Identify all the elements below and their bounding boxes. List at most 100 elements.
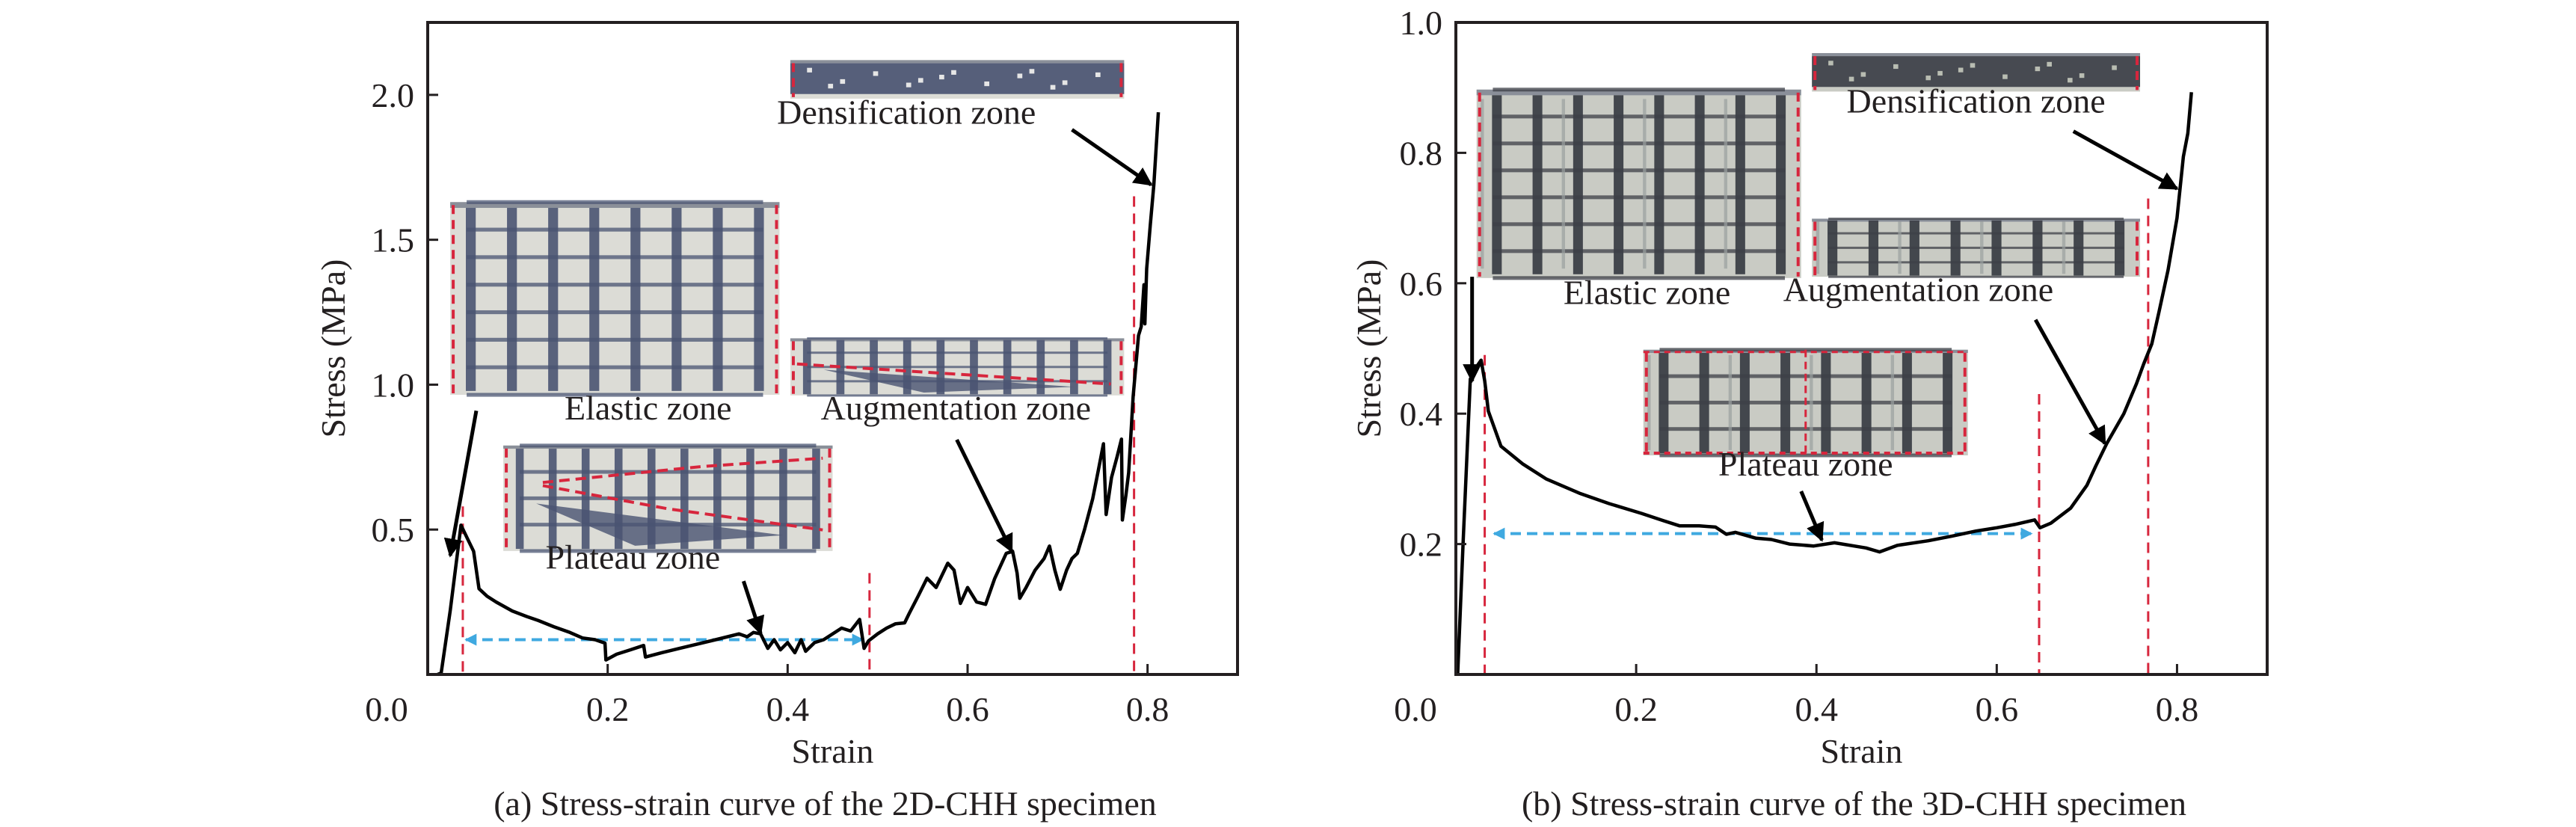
x-tick-label: 0.0 <box>1394 690 1437 728</box>
densification-zone-photo-gap <box>939 74 944 80</box>
y-tick-label: 0.8 <box>1400 134 1443 172</box>
panel-b-y-axis-label: Stress (MPa) <box>1350 259 1388 438</box>
elastic-zone-photo-column <box>507 208 517 391</box>
elastic-zone-photo-rib <box>467 283 763 287</box>
y-tick-label: 1.5 <box>372 221 415 259</box>
augmentation-zone-photo-collapsed-band <box>823 369 1075 393</box>
densification-zone-arrow <box>1071 128 1153 187</box>
elastic-zone-photo-rib <box>467 365 763 369</box>
x-tick-label: 0.8 <box>2156 690 2199 728</box>
plateau-zone-photo <box>1643 348 1968 458</box>
elastic-zone-photo-post <box>1481 99 1484 269</box>
plateau-zone-label: Plateau zone <box>545 538 720 577</box>
augmentation-zone-label: Augmentation zone <box>821 389 1092 427</box>
plateau-zone-photo-rib <box>520 549 817 553</box>
panel-b-x-axis-label: Strain <box>1821 732 1903 770</box>
elastic-zone-photo-rib <box>1493 87 1786 92</box>
densification-zone-photo-gap <box>1925 76 1931 81</box>
densification-zone-photo-gap <box>1860 72 1866 77</box>
densification-zone-photo-gap <box>1828 61 1833 66</box>
elastic-zone-photo-column <box>548 208 559 391</box>
panel-a-plot-area <box>437 111 1161 677</box>
augmentation-zone-photo-post <box>1816 221 1820 274</box>
augmentation-zone-photo-top-plate <box>1812 218 2141 222</box>
plateau-zone-photo-shear-band-lower <box>542 484 823 532</box>
elastic-zone-photo-column <box>1654 95 1664 274</box>
x-tick-label: 0.4 <box>766 690 810 728</box>
elastic-zone-photo-column <box>713 208 723 391</box>
augmentation-zone-photo-rib <box>1828 218 2124 221</box>
augmentation-zone-photo-post <box>1898 221 1902 274</box>
augmentation-zone-photo-rib <box>1828 261 2124 264</box>
y-tick-label: 0.2 <box>1400 526 1443 564</box>
panel-b-annotations: Elastic zone Plateau zone Augmentation zon… <box>1463 82 2179 542</box>
elastic-zone-photo <box>1476 87 1801 280</box>
densification-zone-photo-gap <box>1062 80 1068 85</box>
elastic-zone-photo-column <box>466 208 476 391</box>
augmentation-zone-photo-rib <box>807 394 1108 397</box>
x-tick-label: 0.4 <box>1795 690 1838 728</box>
augmentation-zone-arrow <box>955 438 1014 553</box>
elastic-zone-photo-rib <box>1493 195 1786 200</box>
elastic-zone-arrow <box>443 410 479 558</box>
densification-zone-photo <box>790 60 1125 99</box>
densification-zone-label: Densification zone <box>777 93 1036 132</box>
panel-a-axes-frame <box>426 21 1239 676</box>
elastic-zone-photo-rib <box>1493 222 1786 227</box>
x-tick-label: 0.2 <box>1614 690 1658 728</box>
elastic-zone-photo-post <box>1724 99 1727 269</box>
elastic-zone-label: Elastic zone <box>1564 274 1731 312</box>
x-tick-label: 0.2 <box>586 690 630 728</box>
y-tick-label: 1.0 <box>372 366 415 404</box>
elastic-zone-photo-top-plate <box>1476 89 1801 96</box>
densification-zone-photo-gap <box>1050 84 1056 90</box>
elastic-zone-photo-column <box>1694 95 1705 274</box>
elastic-zone-photo-rib <box>467 393 763 397</box>
elastic-zone-photo-column <box>589 208 600 391</box>
densification-zone-photo-gap <box>840 79 846 84</box>
densification-zone-photo-gap <box>2002 74 2008 79</box>
x-tick-label: 0.8 <box>1126 690 1169 728</box>
densification-zone-photo-crushed-cells <box>790 63 1125 94</box>
elastic-zone-photo-background <box>450 202 780 396</box>
elastic-zone-photo-rib <box>467 337 763 342</box>
panel-a-caption: (a) Stress-strain curve of the 2D-CHH sp… <box>494 784 1157 823</box>
densification-zone-photo-top-plate <box>1812 52 2141 56</box>
elastic-zone-photo-column <box>1492 95 1502 274</box>
elastic-zone-photo-rib <box>467 200 763 204</box>
x-tick-label: 0.0 <box>365 690 408 728</box>
panel-a-annotations: Elastic zone Plateau zone Augmentation zon… <box>443 93 1153 636</box>
augmentation-zone-photo-post <box>1980 221 1984 274</box>
elastic-zone-photo-top-plate <box>450 202 780 209</box>
elastic-zone-photo-background <box>1476 89 1801 278</box>
elastic-zone-photo-rib <box>467 255 763 259</box>
densification-zone-photo-top-plate <box>790 60 1125 64</box>
plateau-zone-photo-collapsed-band <box>536 503 784 546</box>
y-tick-label: 0.4 <box>1400 395 1443 433</box>
densification-zone-photo <box>1812 52 2141 92</box>
y-tick-label: 2.0 <box>372 76 415 114</box>
densification-zone-photo-gap <box>2068 78 2073 83</box>
plateau-zone-photo-post <box>1728 354 1733 450</box>
densification-zone-photo-gap <box>984 81 990 87</box>
plateau-zone-arrow <box>1799 490 1825 542</box>
y-tick-label: 0.6 <box>1400 265 1443 303</box>
elastic-zone-photo-column <box>1532 95 1543 274</box>
augmentation-zone-photo <box>1812 218 2141 278</box>
elastic-zone-photo <box>450 200 780 397</box>
x-tick-label: 0.6 <box>946 690 989 728</box>
densification-zone-photo-gap <box>873 71 879 76</box>
densification-zone-photo-gap <box>1937 70 1943 76</box>
elastic-zone-photo-column <box>1776 95 1786 274</box>
augmentation-zone-photo-rib <box>807 351 1108 354</box>
panel-b-y-ticks: 0.2 0.4 0.6 0.8 1.0 <box>1400 4 1466 564</box>
densification-zone-photo-gap <box>1029 69 1035 74</box>
panel-b-axes-frame <box>1454 21 2269 676</box>
plateau-zone-photo-post <box>1647 354 1651 450</box>
densification-zone-photo-gap <box>2112 65 2117 70</box>
panel-a-x-axis-label: Strain <box>792 732 874 770</box>
densification-zone-photo-gap <box>917 78 923 83</box>
panel-b-x-ticks: 0.0 0.2 0.4 0.6 0.8 <box>1394 664 2198 728</box>
stress-strain-curve <box>1456 92 2193 675</box>
densification-zone-photo-gap <box>2079 73 2085 79</box>
